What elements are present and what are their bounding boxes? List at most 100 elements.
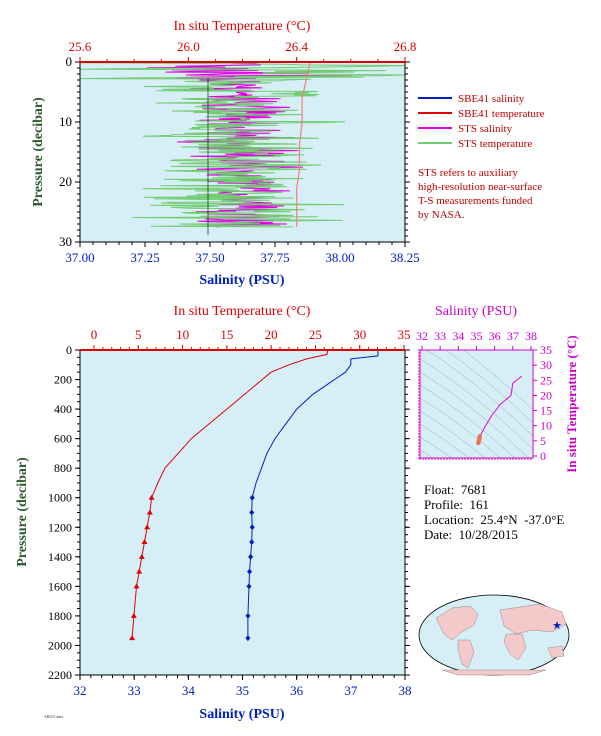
bottom-sal-tick-label: 32 xyxy=(74,683,87,698)
ts-sal-tick-label: 35 xyxy=(471,329,483,343)
bottom-axes: 0 5 10 15 20 25 30 35 32 33 34 35 36 37 38 0 200 400 600 80… xyxy=(48,327,412,698)
sts-temperature-line xyxy=(79,61,406,228)
float-id: Float: 7681 xyxy=(424,482,487,497)
top-pres-tick-label: 20 xyxy=(59,174,72,189)
note-line: by NASA. xyxy=(418,209,465,221)
density-contour xyxy=(420,449,434,458)
profile-markers xyxy=(129,494,255,642)
ts-plot-area xyxy=(420,350,533,458)
legend-label: STS salinity xyxy=(458,123,513,135)
map-land-africa xyxy=(503,633,527,661)
ts-point xyxy=(476,440,481,446)
map-land-americas-north xyxy=(435,605,479,641)
bottom-pres-tick-label: 1800 xyxy=(48,609,72,623)
map-land-antarctica xyxy=(441,669,547,676)
top-axes: 25.6 26.0 26.4 26.8 37.00 37.25 37.50 37.75 38.0… xyxy=(59,39,420,265)
sts-temperature-trace xyxy=(79,61,406,228)
bottom-pres-tick-label: 1400 xyxy=(48,550,72,564)
bottom-pres-tick-label: 400 xyxy=(54,402,72,416)
temperature-marker xyxy=(129,635,136,641)
bottom-temp-tick-label: 30 xyxy=(353,327,366,342)
ts-temp-tick-label: 15 xyxy=(540,404,552,418)
bottom-pres-tick-label: 0 xyxy=(66,343,72,357)
float-location-star-icon: ★ xyxy=(552,620,562,632)
ts-temp-tick-label: 10 xyxy=(540,419,552,433)
bottom-temp-tick-label: 35 xyxy=(398,327,411,342)
sbe41-temperature-profile xyxy=(131,349,329,639)
bottom-temp-tick-label: 15 xyxy=(220,327,233,342)
salinity-marker xyxy=(249,539,255,546)
top-sal-tick-label: 37.25 xyxy=(130,250,159,265)
top-sal-axis-title: Salinity (PSU) xyxy=(199,273,285,288)
ts-sal-tick-label: 36 xyxy=(489,329,501,343)
density-contour xyxy=(420,358,533,450)
bottom-pres-tick-label: 1600 xyxy=(48,579,72,593)
temperature-marker xyxy=(133,583,140,589)
bottom-pres-tick-label: 200 xyxy=(54,373,72,387)
bottom-pres-tick-label: 2200 xyxy=(48,668,72,682)
ts-temp-tick-label: 30 xyxy=(540,358,552,372)
temperature-marker xyxy=(148,494,155,500)
ts-temp-tick-label: 25 xyxy=(540,373,552,387)
density-contour xyxy=(420,423,470,458)
top-pres-tick-label: 10 xyxy=(59,114,72,129)
note-line: STS refers to auxiliary xyxy=(418,167,518,179)
location: Location: 25.4°N -37.0°E xyxy=(424,512,565,527)
bottom-temp-tick-label: 0 xyxy=(91,327,98,342)
top-sal-tick-label: 37.50 xyxy=(195,250,224,265)
bottom-pres-tick-label: 2000 xyxy=(48,638,72,652)
bottom-temp-tick-label: 25 xyxy=(309,327,322,342)
ts-sal-axis-title: Salinity (PSU) xyxy=(435,304,517,319)
salinity-marker xyxy=(248,553,254,560)
density-contour xyxy=(420,410,486,458)
salinity-marker xyxy=(247,568,253,575)
top-legend: SBE41 salinity SBE41 temperature STS salin… xyxy=(418,93,545,150)
ts-temp-tick-label: 35 xyxy=(540,343,552,357)
top-sal-tick-label: 38.00 xyxy=(325,250,354,265)
bottom-pres-axis-title: Pressure (decibar) xyxy=(15,457,30,567)
temperature-marker xyxy=(146,509,153,515)
top-temp-tick-label: 26.8 xyxy=(394,39,417,54)
bottom-sal-axis-title: Salinity (PSU) xyxy=(199,707,285,722)
map-land-americas-south xyxy=(457,639,475,669)
ts-sal-tick-label: 37 xyxy=(507,329,519,343)
ts-temp-tick-label: 5 xyxy=(540,434,546,448)
salinity-marker xyxy=(246,583,252,590)
bottom-pres-tick-label: 600 xyxy=(54,432,72,446)
density-contour xyxy=(420,384,516,458)
map-land-australia xyxy=(547,645,565,659)
bottom-temp-tick-label: 20 xyxy=(265,327,278,342)
salinity-marker xyxy=(249,494,255,501)
top-temp-axis-title: In situ Temperature (°C) xyxy=(174,19,311,34)
bottom-sal-tick-label: 37 xyxy=(344,683,358,698)
sts-note: STS refers to auxiliary high-resolution n… xyxy=(418,167,542,221)
ts-temp-tick-label: 0 xyxy=(540,449,546,463)
top-temp-tick-label: 25.6 xyxy=(69,39,92,54)
temperature-marker xyxy=(130,612,137,618)
top-sal-tick-label: 37.75 xyxy=(260,250,289,265)
temperature-marker xyxy=(141,539,148,545)
density-contours xyxy=(420,350,533,458)
bottom-sal-tick-label: 35 xyxy=(236,683,249,698)
density-contour xyxy=(463,350,533,411)
ts-sal-tick-label: 33 xyxy=(434,329,446,343)
density-contour xyxy=(420,397,501,458)
sbe41-salinity-profile xyxy=(247,350,379,639)
top-profile-panel: 25.6 26.0 26.4 26.8 37.00 37.25 37.50 37.75 38.0… xyxy=(31,19,545,288)
tiny-credit: ARGO data xyxy=(44,714,63,719)
temperature-marker xyxy=(144,524,151,530)
legend-label: SBE41 temperature xyxy=(458,108,545,120)
world-map: ★ xyxy=(418,594,570,676)
salinity-marker xyxy=(249,524,255,531)
bottom-temp-tick-label: 5 xyxy=(135,327,142,342)
top-pres-tick-label: 0 xyxy=(66,54,73,69)
sbe41-temperature-line xyxy=(296,61,311,227)
top-sal-tick-label: 38.25 xyxy=(390,250,419,265)
bottom-sal-tick-label: 34 xyxy=(182,683,196,698)
bottom-sal-tick-label: 33 xyxy=(128,683,141,698)
bottom-sal-tick-label: 36 xyxy=(290,683,304,698)
top-sal-tick-label: 37.00 xyxy=(65,250,94,265)
density-contour xyxy=(420,371,530,458)
